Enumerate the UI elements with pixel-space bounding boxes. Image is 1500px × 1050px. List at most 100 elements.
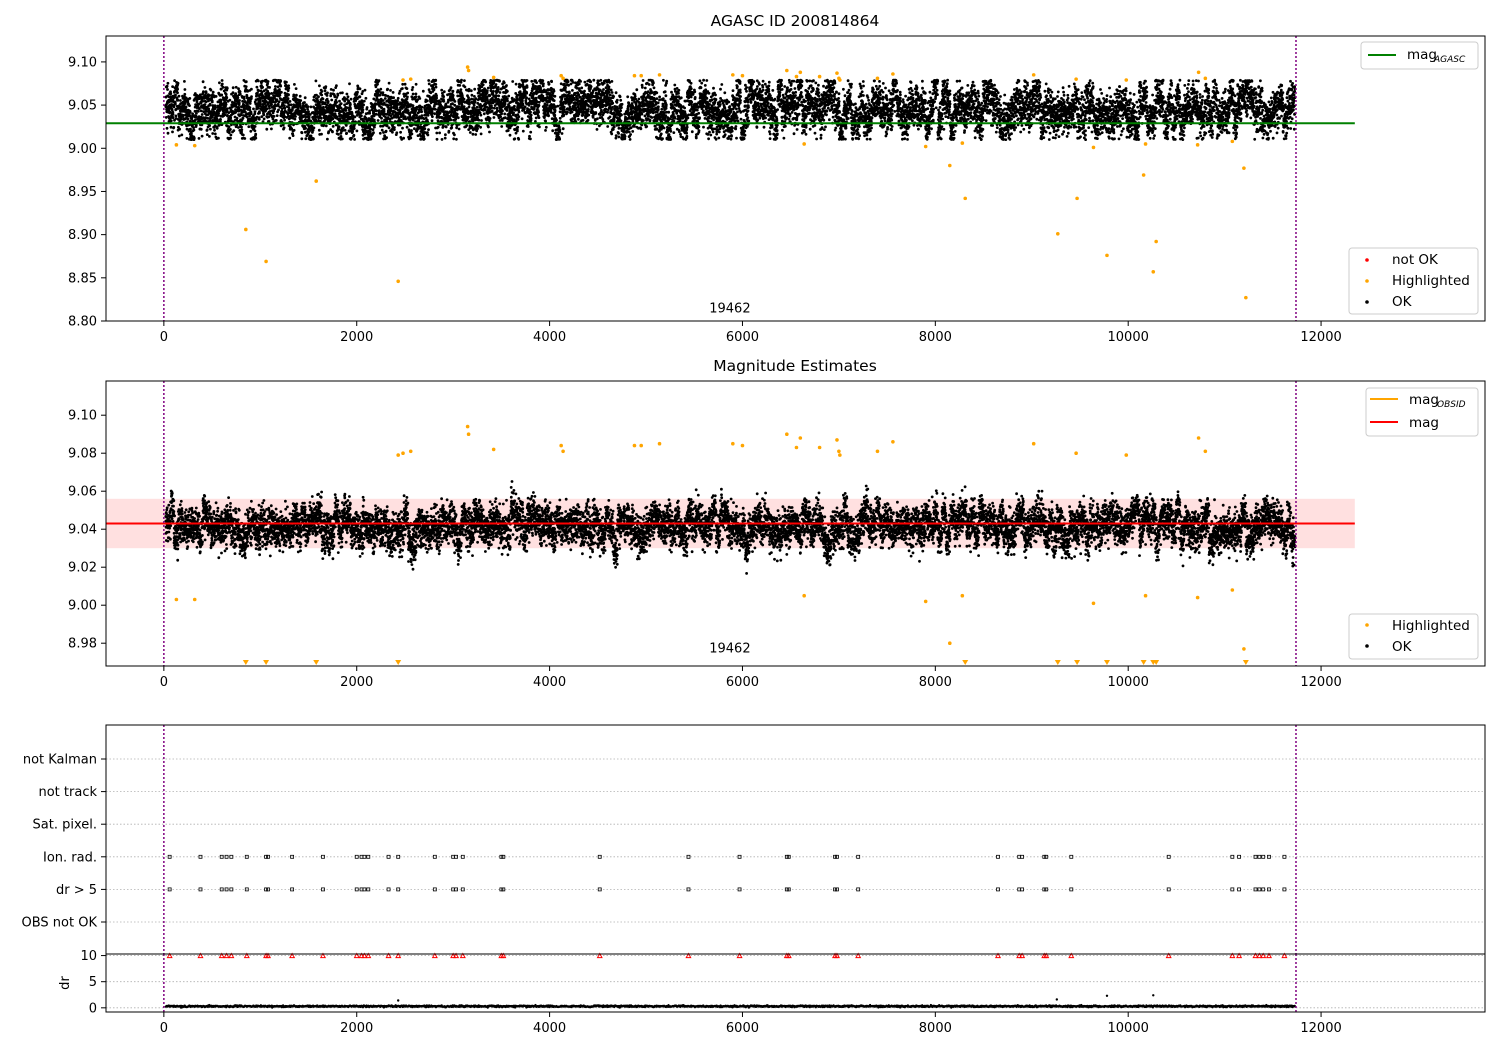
ok-point: [203, 103, 207, 106]
ok-point: [620, 106, 623, 109]
ok-point: [249, 129, 253, 133]
ok-point: [442, 99, 446, 103]
ok-point: [659, 132, 663, 136]
ok-point: [652, 81, 655, 85]
ok-point: [440, 138, 444, 141]
ok-point: [441, 124, 445, 128]
ok-point: [171, 130, 174, 134]
ok-point: [292, 128, 296, 132]
ok-point: [377, 79, 381, 82]
ok-point: [529, 110, 532, 114]
ok-point: [660, 107, 664, 111]
ok-point: [294, 115, 297, 118]
ok-point: [339, 102, 343, 105]
ok-point: [507, 94, 511, 98]
ok-point: [184, 105, 188, 109]
ok-point: [514, 82, 518, 86]
ok-point: [411, 86, 415, 89]
ok-point: [277, 100, 281, 104]
ok-point: [169, 125, 173, 129]
ok-point: [335, 84, 338, 88]
ok-point: [176, 91, 179, 95]
ok-point: [317, 95, 320, 99]
ok-point: [455, 126, 458, 130]
ok-point: [238, 92, 242, 96]
ok-point: [521, 99, 524, 103]
ok-point: [379, 87, 383, 91]
ok-point: [405, 87, 409, 90]
ok-point: [460, 78, 463, 82]
ok-point: [640, 112, 644, 116]
ok-point: [442, 90, 446, 94]
ok-point: [602, 88, 605, 91]
ok-point: [198, 107, 201, 110]
ok-point: [336, 93, 340, 97]
ok-point: [617, 135, 621, 139]
ok-point: [594, 111, 598, 114]
ok-point: [596, 117, 599, 121]
ok-point: [664, 103, 668, 107]
ok-point: [270, 127, 273, 131]
ok-point: [642, 119, 645, 122]
ok-point: [516, 125, 520, 129]
ok-point: [530, 79, 534, 83]
ok-point: [615, 98, 619, 102]
ok-point: [309, 105, 313, 109]
ok-point: [639, 127, 643, 131]
ok-point: [319, 116, 323, 120]
ok-point: [655, 97, 659, 100]
ok-point: [211, 90, 215, 94]
ok-point: [490, 110, 494, 113]
ok-point: [166, 88, 169, 91]
ok-point: [287, 93, 290, 96]
ok-point: [548, 100, 552, 104]
ok-point: [631, 130, 635, 133]
ok-point: [551, 129, 555, 133]
ok-point: [457, 105, 461, 109]
ok-point: [511, 80, 515, 83]
ok-point: [341, 91, 344, 95]
ok-point: [485, 105, 489, 109]
ok-point: [432, 88, 436, 92]
ok-point: [672, 119, 676, 123]
ok-point: [172, 105, 176, 109]
ok-point: [218, 81, 221, 85]
ok-point: [339, 135, 343, 138]
ok-point: [248, 106, 252, 109]
ok-point: [232, 129, 236, 133]
ok-point: [392, 96, 395, 100]
ok-point: [220, 82, 224, 86]
ok-point: [209, 127, 212, 131]
ok-point: [396, 99, 399, 103]
ok-point: [268, 92, 271, 96]
ok-point: [456, 116, 460, 120]
ok-point: [376, 119, 380, 122]
ok-point: [473, 87, 477, 91]
ok-point: [353, 138, 356, 141]
ok-point: [383, 97, 387, 100]
ok-point: [583, 80, 587, 84]
ok-point: [191, 112, 195, 116]
ok-point: [330, 98, 334, 102]
ok-point: [523, 105, 527, 109]
ok-point: [474, 133, 478, 136]
ok-point: [463, 79, 466, 82]
ok-point: [526, 125, 530, 128]
ok-point: [406, 109, 410, 113]
ok-point: [670, 90, 673, 94]
ok-point: [599, 78, 603, 82]
ok-point: [479, 125, 482, 129]
ok-point: [566, 80, 570, 84]
ok-point: [552, 99, 556, 102]
ok-point: [656, 101, 660, 105]
ok-point: [173, 100, 177, 104]
ok-point: [564, 86, 567, 90]
ok-point: [182, 114, 185, 117]
ok-point: [298, 94, 302, 98]
ok-point: [589, 85, 593, 88]
ok-point: [447, 129, 451, 133]
ok-point: [655, 91, 659, 95]
ok-point: [208, 124, 212, 127]
ok-point: [490, 106, 494, 110]
ok-point: [656, 108, 660, 112]
